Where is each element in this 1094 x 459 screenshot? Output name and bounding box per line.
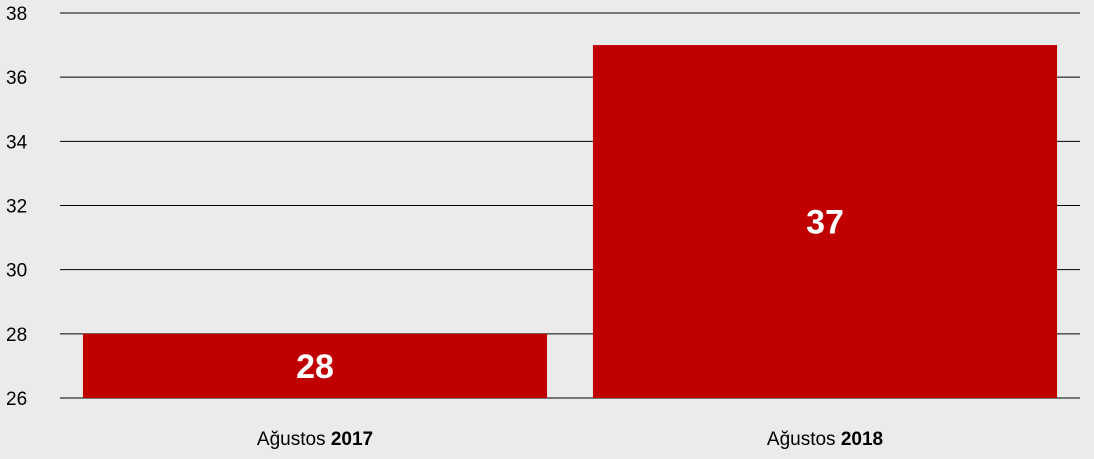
y-tick-label: 30	[6, 261, 27, 282]
y-axis-tick-labels: 26 28 30 32 34 36 38	[6, 4, 28, 410]
category-year: 2018	[841, 429, 883, 450]
x-category-label: Ağustos 2017	[257, 429, 373, 450]
bar	[82, 333, 548, 398]
y-tick-label: 28	[6, 325, 27, 346]
y-tick-label: 32	[6, 197, 27, 218]
data-label: 37	[806, 204, 844, 242]
y-tick-label: 26	[6, 389, 27, 410]
category-month: Ağustos	[767, 429, 841, 450]
bars	[82, 45, 1058, 398]
x-axis-category-labels: Ağustos 2017 Ağustos 2018	[257, 429, 883, 450]
y-tick-label: 38	[6, 4, 27, 25]
x-category-label: Ağustos 2018	[767, 429, 883, 450]
data-labels: 28 37	[296, 204, 844, 386]
y-tick-label: 36	[6, 68, 27, 89]
y-tick-label: 34	[6, 132, 28, 153]
bar	[592, 45, 1058, 398]
data-label: 28	[296, 348, 334, 386]
category-year: 2017	[331, 429, 373, 450]
category-month: Ağustos	[257, 429, 331, 450]
